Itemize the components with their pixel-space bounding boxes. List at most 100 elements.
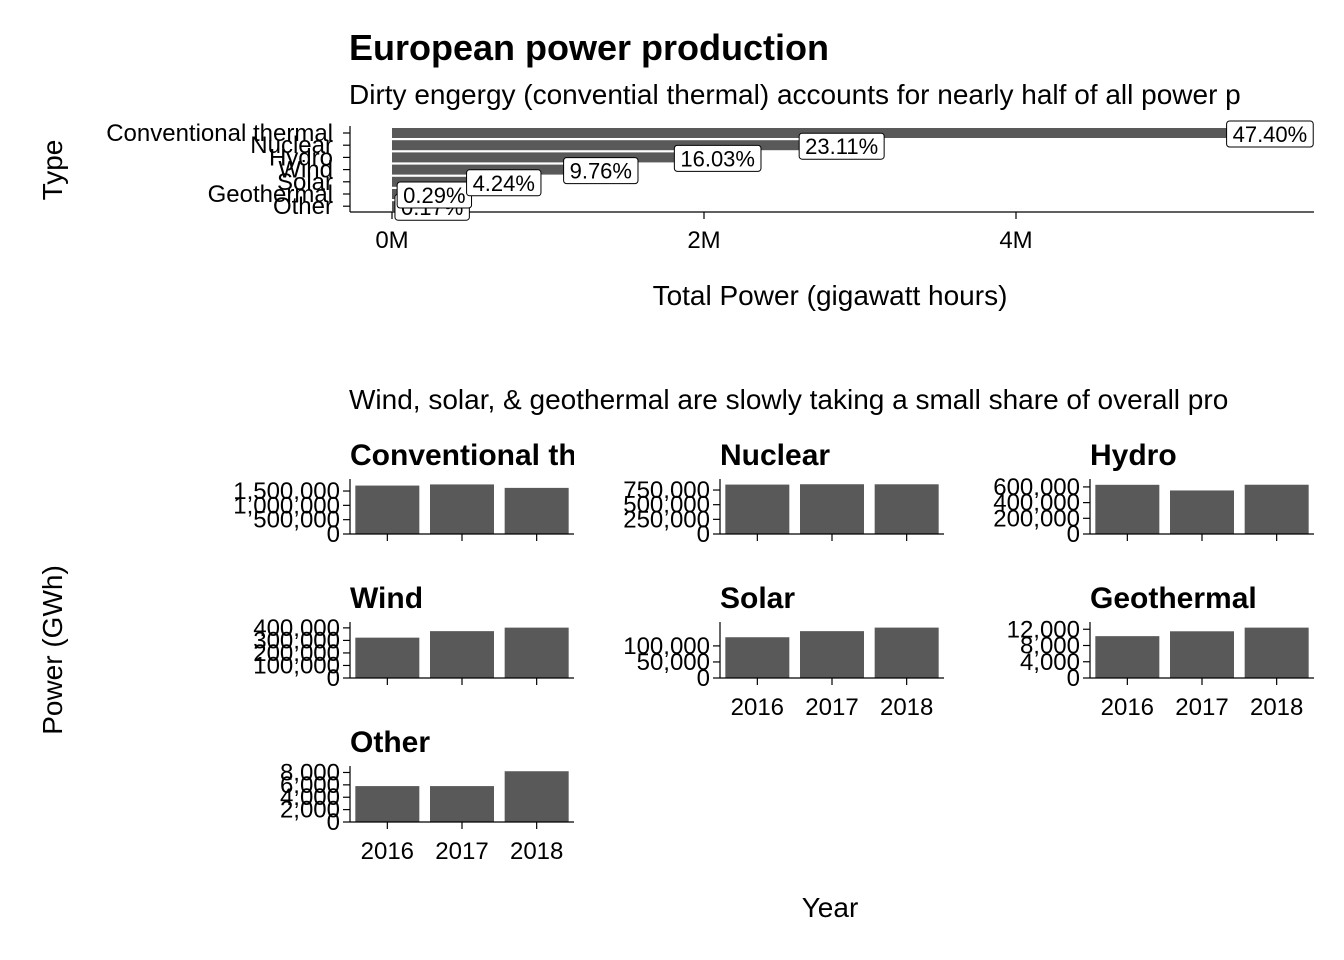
y-tick-label: 4,000 xyxy=(280,784,340,811)
x-tick-label: 2017 xyxy=(435,838,488,865)
y-tick-label: 200,000 xyxy=(253,640,340,667)
y-tick-label: Wind xyxy=(278,157,333,184)
x-tick-label: 2M xyxy=(687,227,720,254)
facet-subtitle: Wind, solar, & geothermal are slowly tak… xyxy=(349,384,1228,415)
pct-label: 23.11% xyxy=(805,134,878,159)
y-tick-label: 0 xyxy=(327,665,340,692)
bar-2017 xyxy=(430,786,494,822)
y-tick-label: 400,000 xyxy=(253,615,340,642)
pct-label-box xyxy=(563,157,639,185)
y-tick-label: 0 xyxy=(1067,665,1080,692)
y-tick-label: 8,000 xyxy=(280,759,340,786)
bar-2016 xyxy=(725,637,790,678)
x-tick-label: 2016 xyxy=(731,694,784,721)
bar-2018 xyxy=(874,627,939,678)
bar-2016 xyxy=(355,786,420,822)
facet-title: Other xyxy=(350,726,430,759)
y-tick-label: 1,000,000 xyxy=(233,492,340,519)
bar-2017 xyxy=(430,484,494,534)
pct-label-box xyxy=(1226,120,1314,148)
y-tick-label: 750,000 xyxy=(623,477,710,504)
bar-2017 xyxy=(800,484,864,534)
y-tick-label: 100,000 xyxy=(253,652,340,679)
facet-x-axis-title: Year xyxy=(802,892,859,923)
y-tick-label: 100,000 xyxy=(623,633,710,660)
facet-title: Wind xyxy=(350,582,423,615)
pct-label-box xyxy=(798,132,885,160)
y-tick-label: Conventional thermal xyxy=(106,120,333,147)
y-tick-label: Other xyxy=(273,193,333,220)
facet-conventional-thermal: Conventional thermal 0500,0001,000,0001,5… xyxy=(233,439,574,548)
y-tick-label: 500,000 xyxy=(253,507,340,534)
y-tick-label: 300,000 xyxy=(253,627,340,654)
y-tick-label: 0 xyxy=(327,809,340,836)
bar-2016 xyxy=(355,485,420,534)
pct-label-group: 9.76% xyxy=(563,157,639,185)
bar-geothermal xyxy=(392,189,398,199)
y-tick-label: 12,000 xyxy=(1007,616,1080,643)
y-tick-label: 400,000 xyxy=(993,490,1080,517)
bar-2016 xyxy=(1095,636,1160,678)
y-tick-label: 50,000 xyxy=(637,649,710,676)
bar-2018 xyxy=(1244,627,1309,678)
bar-hydro xyxy=(392,152,675,163)
y-tick-label: 250,000 xyxy=(623,506,710,533)
x-tick-label: 2018 xyxy=(880,694,933,721)
bar-2017 xyxy=(430,631,494,678)
bar-2016 xyxy=(355,637,420,678)
x-tick-label: 2018 xyxy=(510,838,563,865)
y-tick-label: 200,000 xyxy=(993,505,1080,532)
x-tick-label: 2017 xyxy=(1175,694,1228,721)
y-tick-label: Nuclear xyxy=(250,132,333,159)
x-tick-label: 2017 xyxy=(805,694,858,721)
pct-label: 0.29% xyxy=(403,183,465,208)
y-tick-label: 0 xyxy=(697,665,710,692)
facet-title: Solar xyxy=(720,582,795,615)
facet-y-axis-title: Power (GWh) xyxy=(37,565,68,735)
bar-2018 xyxy=(874,484,939,534)
top-x-axis-title: Total Power (gigawatt hours) xyxy=(653,280,1008,311)
pct-label-group: 47.40% xyxy=(1226,120,1314,148)
pct-label-group: 0.29% xyxy=(396,181,473,209)
bar-2018 xyxy=(504,771,569,822)
bar-other xyxy=(392,201,395,212)
x-tick-label: 0M xyxy=(375,227,408,254)
y-tick-label: 0 xyxy=(697,521,710,548)
bar-2016 xyxy=(725,484,790,534)
y-tick-label: Geothermal xyxy=(208,181,333,208)
facet-title: Nuclear xyxy=(720,439,830,472)
y-tick-label: 1,500,000 xyxy=(233,478,340,505)
y-tick-label: 8,000 xyxy=(1020,633,1080,660)
y-tick-label: 0 xyxy=(1067,521,1080,548)
bar-2017 xyxy=(1170,631,1234,678)
bar-2016 xyxy=(1095,484,1160,534)
top-y-axis-title: Type xyxy=(37,140,68,201)
x-tick-label: 4M xyxy=(999,227,1032,254)
pct-label: 16.03% xyxy=(680,146,755,171)
y-tick-label: 0 xyxy=(327,521,340,548)
pct-label: 9.76% xyxy=(570,159,632,184)
facet-title: Hydro xyxy=(1090,439,1177,472)
chart-title: European power production xyxy=(349,27,829,68)
y-tick-label: 6,000 xyxy=(280,772,340,799)
y-tick-label: 500,000 xyxy=(623,492,710,519)
bar-2018 xyxy=(504,487,569,534)
pct-label-group: 4.24% xyxy=(466,169,542,197)
x-tick-label: 2016 xyxy=(1101,694,1154,721)
x-tick-label: 2018 xyxy=(1250,694,1303,721)
y-tick-label: Hydro xyxy=(269,144,333,171)
y-tick-label: 4,000 xyxy=(1020,649,1080,676)
bar-2018 xyxy=(504,627,569,678)
bar-nuclear xyxy=(392,140,800,151)
top-bar-chart: Conventional thermalNuclearHydroWindSola… xyxy=(106,120,1314,254)
y-tick-label: 2,000 xyxy=(280,797,340,824)
bar-2017 xyxy=(1170,490,1234,534)
pct-label: 4.24% xyxy=(473,171,535,196)
facet-title: Geothermal xyxy=(1090,582,1257,615)
